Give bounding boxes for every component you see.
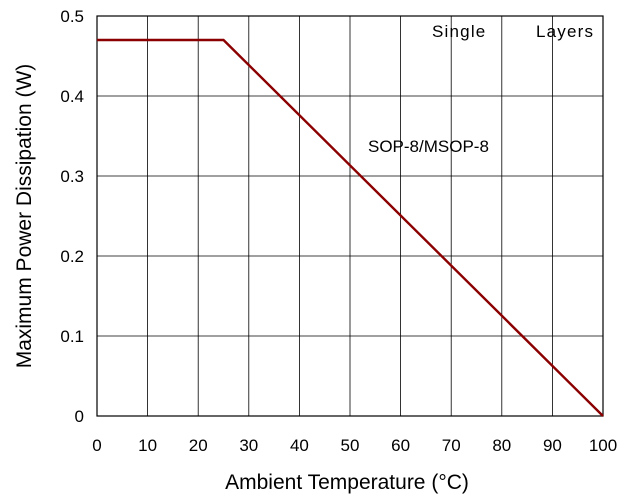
y-tick-labels: 0 0.1 0.2 0.3 0.4 0.5 bbox=[60, 7, 84, 426]
x-tick-label: 40 bbox=[290, 436, 309, 455]
x-tick-label: 30 bbox=[239, 436, 258, 455]
x-tick-label: 60 bbox=[391, 436, 410, 455]
x-tick-label: 80 bbox=[492, 436, 511, 455]
x-tick-label: 0 bbox=[92, 436, 101, 455]
x-tick-labels: 0 10 20 30 40 50 60 70 80 90 100 bbox=[92, 436, 617, 455]
plot-frame bbox=[96, 15, 604, 417]
annotation-single: Single bbox=[432, 22, 486, 41]
y-tick-label: 0.4 bbox=[60, 87, 84, 106]
series-line-0 bbox=[97, 38, 604, 417]
y-tick-label: 0.1 bbox=[60, 327, 84, 346]
y-tick-label: 0 bbox=[75, 407, 84, 426]
y-tick-label: 0.2 bbox=[60, 247, 84, 266]
x-tick-label: 10 bbox=[138, 436, 157, 455]
x-tick-label: 20 bbox=[189, 436, 208, 455]
x-tick-label: 90 bbox=[543, 436, 562, 455]
y-axis-title: Maximum Power Dissipation (W) bbox=[13, 64, 36, 369]
y-tick-label: 0.3 bbox=[60, 167, 84, 186]
x-tick-label: 70 bbox=[442, 436, 461, 455]
x-axis-title: Ambient Temperature (°C) bbox=[225, 471, 469, 494]
x-tick-label: 50 bbox=[341, 436, 360, 455]
series-label: SOP-8/MSOP-8 bbox=[368, 137, 489, 156]
y-tick-label: 0.5 bbox=[60, 7, 84, 26]
x-tick-label: 100 bbox=[589, 436, 617, 455]
annotation-layers: Layers bbox=[536, 22, 594, 41]
series-layer bbox=[97, 38, 604, 417]
